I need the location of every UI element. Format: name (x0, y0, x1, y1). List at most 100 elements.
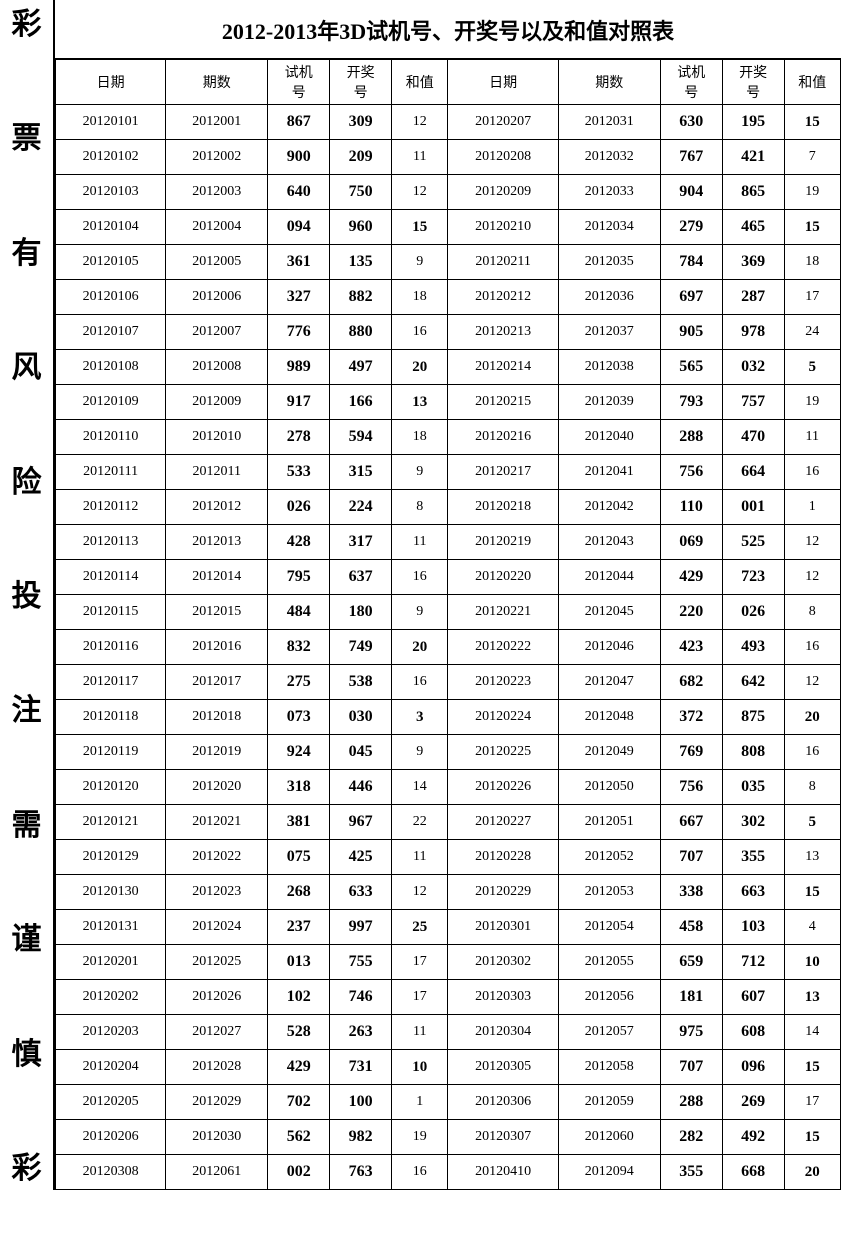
cell-test: 756 (660, 770, 722, 805)
cell-issue: 2012017 (166, 665, 268, 700)
cell-win: 882 (330, 280, 392, 315)
cell-date: 20120108 (56, 350, 166, 385)
cell-sum: 11 (392, 525, 448, 560)
cell-win: 302 (722, 805, 784, 840)
cell-sum: 15 (784, 105, 840, 140)
cell-issue: 2012009 (166, 385, 268, 420)
cell-date: 20120105 (56, 245, 166, 280)
cell-issue: 2012049 (558, 735, 660, 770)
cell-win: 263 (330, 1015, 392, 1050)
cell-date: 20120201 (56, 945, 166, 980)
cell-test: 288 (660, 1085, 722, 1120)
cell-test: 002 (268, 1155, 330, 1190)
cell-win: 100 (330, 1085, 392, 1120)
cell-sum: 11 (392, 140, 448, 175)
cell-win: 607 (722, 980, 784, 1015)
cell-test: 795 (268, 560, 330, 595)
cell-date: 20120208 (448, 140, 558, 175)
cell-issue: 2012038 (558, 350, 660, 385)
cell-win: 492 (722, 1120, 784, 1155)
col-issue: 期数 (558, 60, 660, 105)
sidebar-char: 风 (12, 353, 42, 383)
cell-sum: 12 (392, 175, 448, 210)
cell-issue: 2012028 (166, 1050, 268, 1085)
cell-win: 664 (722, 455, 784, 490)
col-date: 日期 (448, 60, 558, 105)
cell-win: 967 (330, 805, 392, 840)
cell-sum: 13 (784, 840, 840, 875)
cell-date: 20120202 (56, 980, 166, 1015)
cell-issue: 2012035 (558, 245, 660, 280)
cell-date: 20120117 (56, 665, 166, 700)
cell-test: 372 (660, 700, 722, 735)
cell-sum: 13 (392, 385, 448, 420)
cell-test: 428 (268, 525, 330, 560)
table-row: 2012020120120250137551720120302201205565… (56, 945, 841, 980)
cell-date: 20120218 (448, 490, 558, 525)
cell-sum: 19 (784, 385, 840, 420)
cell-test: 327 (268, 280, 330, 315)
cell-sum: 18 (392, 280, 448, 315)
cell-sum: 12 (784, 525, 840, 560)
cell-issue: 2012001 (166, 105, 268, 140)
cell-test: 707 (660, 1050, 722, 1085)
cell-sum: 5 (784, 350, 840, 385)
cell-date: 20120306 (448, 1085, 558, 1120)
cell-issue: 2012056 (558, 980, 660, 1015)
cell-test: 288 (660, 420, 722, 455)
cell-test: 756 (660, 455, 722, 490)
cell-issue: 2012043 (558, 525, 660, 560)
cell-date: 20120119 (56, 735, 166, 770)
cell-issue: 2012046 (558, 630, 660, 665)
col-win: 开奖号 (330, 60, 392, 105)
cell-sum: 15 (392, 210, 448, 245)
cell-date: 20120116 (56, 630, 166, 665)
cell-date: 20120121 (56, 805, 166, 840)
cell-sum: 9 (392, 735, 448, 770)
cell-win: 465 (722, 210, 784, 245)
cell-test: 640 (268, 175, 330, 210)
cell-test: 989 (268, 350, 330, 385)
col-test: 试机号 (268, 60, 330, 105)
cell-test: 667 (660, 805, 722, 840)
cell-issue: 2012032 (558, 140, 660, 175)
cell-issue: 2012036 (558, 280, 660, 315)
cell-date: 20120229 (448, 875, 558, 910)
cell-date: 20120129 (56, 840, 166, 875)
cell-issue: 2012019 (166, 735, 268, 770)
sidebar-char: 票 (12, 124, 42, 154)
table-row: 2012010320120036407501220120209201203390… (56, 175, 841, 210)
cell-test: 026 (268, 490, 330, 525)
col-sum: 和值 (392, 60, 448, 105)
sidebar-char: 有 (12, 239, 42, 269)
cell-win: 997 (330, 910, 392, 945)
cell-test: 784 (660, 245, 722, 280)
cell-sum: 25 (392, 910, 448, 945)
cell-date: 20120302 (448, 945, 558, 980)
cell-test: 181 (660, 980, 722, 1015)
cell-win: 594 (330, 420, 392, 455)
cell-sum: 5 (784, 805, 840, 840)
cell-issue: 2012006 (166, 280, 268, 315)
cell-date: 20120220 (448, 560, 558, 595)
cell-issue: 2012048 (558, 700, 660, 735)
cell-date: 20120206 (56, 1120, 166, 1155)
cell-issue: 2012030 (166, 1120, 268, 1155)
cell-issue: 2012054 (558, 910, 660, 945)
cell-issue: 2012040 (558, 420, 660, 455)
cell-date: 20120131 (56, 910, 166, 945)
cell-test: 282 (660, 1120, 722, 1155)
cell-win: 309 (330, 105, 392, 140)
cell-sum: 15 (784, 210, 840, 245)
cell-issue: 2012022 (166, 840, 268, 875)
table-row: 2012010920120099171661320120215201203979… (56, 385, 841, 420)
table-row: 2012020320120275282631120120304201205797… (56, 1015, 841, 1050)
cell-sum: 17 (392, 980, 448, 1015)
cell-test: 279 (660, 210, 722, 245)
cell-test: 924 (268, 735, 330, 770)
cell-win: 287 (722, 280, 784, 315)
cell-date: 20120114 (56, 560, 166, 595)
cell-sum: 4 (784, 910, 840, 945)
cell-test: 528 (268, 1015, 330, 1050)
cell-win: 755 (330, 945, 392, 980)
